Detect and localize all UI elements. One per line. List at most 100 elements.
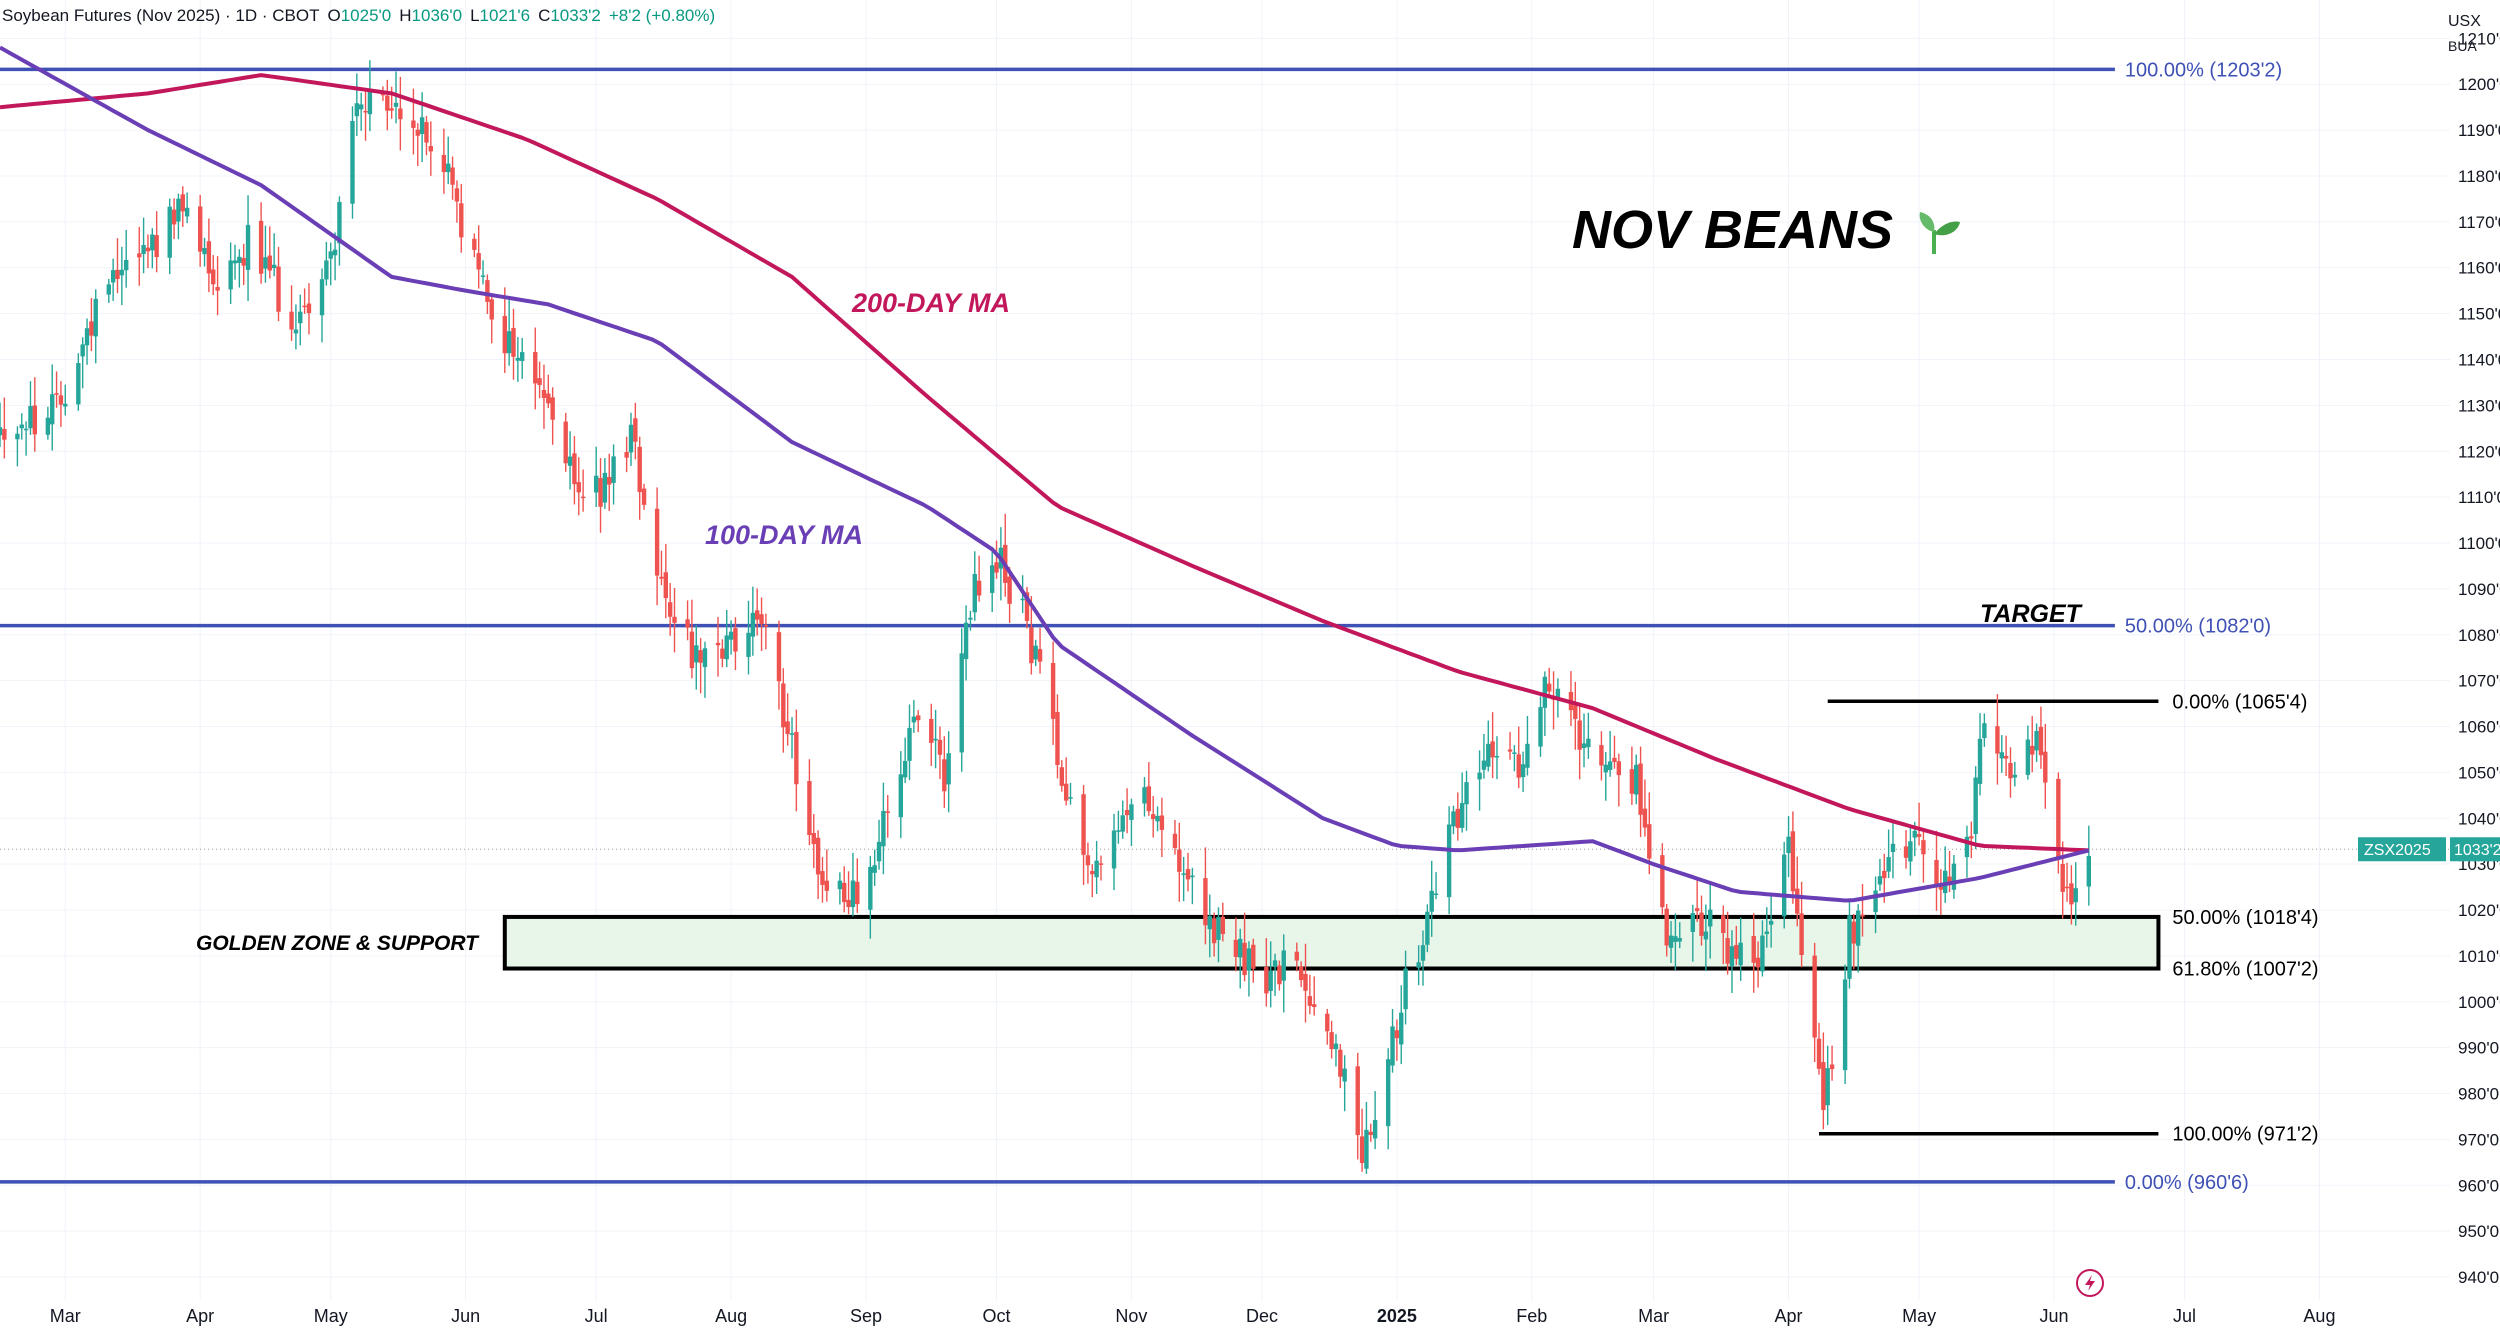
candle [76,363,81,405]
candle [1873,890,1878,913]
candle [1677,938,1682,942]
x-tick-label: May [314,1306,348,1326]
candle [720,648,725,659]
candle [202,248,207,255]
candle [567,456,573,466]
x-tick-label: Oct [983,1306,1011,1326]
candle [237,256,242,263]
y-tick-label: 1040'0 [2458,809,2500,828]
grid [0,0,2450,1300]
candle [2012,774,2018,778]
exchange: CBOT [272,6,320,25]
ma200-label: 200-DAY MA [851,288,1010,318]
x-tick-label: Dec [1246,1306,1278,1326]
candle [1281,950,1286,981]
annotations: NOV BEANS 200-DAY MA 100-DAY MA TARGET G… [196,200,2084,955]
candle [663,572,669,599]
candle [454,188,460,202]
candle [1172,833,1178,848]
candle [728,631,734,640]
candle [2030,745,2035,755]
candle [1760,935,1765,972]
candle [1542,676,1548,708]
candle [1520,764,1526,778]
candle [1338,1049,1343,1077]
candle [1268,970,1273,991]
x-tick-label: Aug [2303,1306,2335,1326]
candle [750,612,756,637]
candle [1111,830,1117,869]
candle [1755,957,1761,968]
interval[interactable]: 1D [235,6,258,25]
candle [902,761,908,778]
candle [1181,873,1186,875]
symbol-name[interactable]: Soybean Futures (Nov 2025) [2,6,221,25]
candle [298,311,303,324]
candle [1703,931,1709,940]
candle [1577,720,1582,750]
candle [15,433,20,440]
candle [32,405,38,435]
candle [1516,754,1521,778]
candle [2064,886,2070,889]
candle [1855,910,1861,946]
candle [1821,1062,1826,1111]
candle [1512,752,1517,754]
x-tick-label: Apr [186,1306,214,1326]
candle [263,257,268,269]
candle [385,95,390,111]
candle [1455,808,1461,828]
candle [1721,915,1726,934]
candle [1116,830,1121,832]
candle [1912,830,1917,838]
candle [441,154,447,173]
candle [84,328,90,346]
open-label: O [327,6,341,25]
ma200-line [0,73,2089,853]
candle [1725,938,1730,964]
candle [363,110,368,113]
symbol-tag [2358,837,2446,862]
candle [2086,855,2092,887]
candle [1129,804,1134,820]
x-tick-label: May [1902,1306,1936,1326]
lightning-icon-bolt [2085,1275,2095,1291]
candle [319,279,325,316]
candle [245,224,251,270]
y-tick-label: 990'0 [2458,1039,2499,1058]
y-tick-label: 1050'0 [2458,763,2500,782]
candle [1903,846,1909,858]
candle [824,880,830,891]
candle [506,331,512,354]
candle [1150,814,1156,820]
close-value: 1033'2 [550,6,601,25]
candle [1359,1136,1365,1164]
y-tick-label: 1010'0 [2458,947,2500,966]
candle [137,253,142,258]
candle [1459,803,1465,828]
currency-unit[interactable]: USX BUA [2448,10,2500,58]
candle [358,104,364,110]
candle [1934,859,1939,886]
candle [328,251,333,259]
candle [1738,942,1743,966]
candle [1368,1131,1373,1135]
candle [1385,1059,1391,1127]
candle [350,120,355,204]
price-tag [2450,837,2500,862]
candle [1120,815,1125,832]
x-tick-label: Jul [585,1306,608,1326]
candle [837,880,843,890]
candle [724,635,729,660]
candle [176,198,181,222]
candle [258,220,264,274]
candle [1203,878,1208,926]
candle [184,207,190,217]
candle [1312,1004,1317,1008]
candle [659,576,664,579]
candle [1547,683,1552,692]
candle [781,683,786,728]
candle [1055,712,1060,766]
candle [1364,1129,1369,1169]
